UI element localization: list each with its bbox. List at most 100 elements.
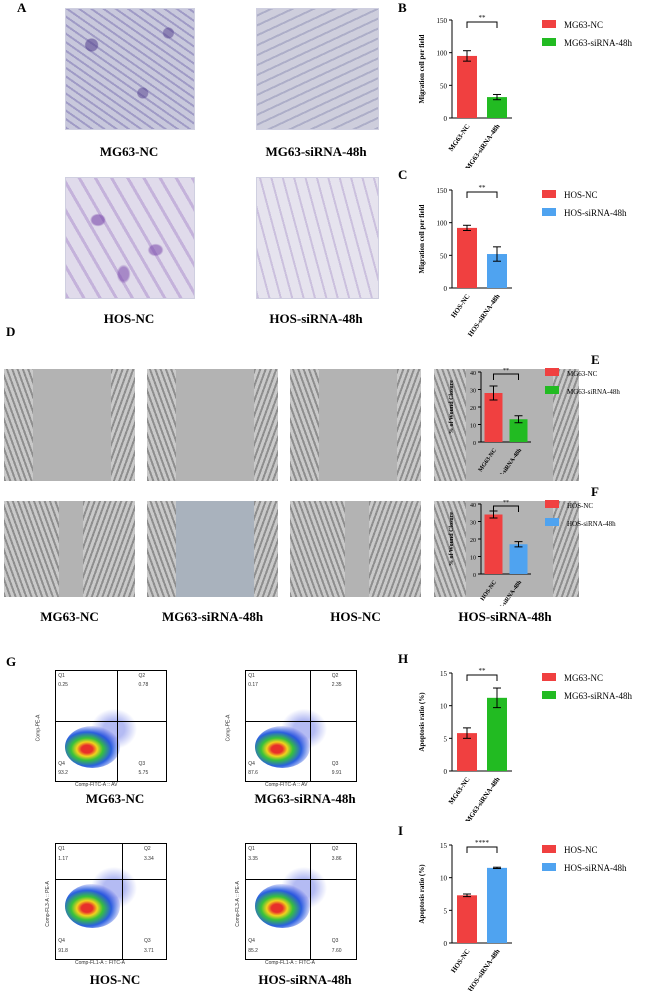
legend-swatch	[542, 673, 556, 681]
legend-label: MG63-siRNA-48h	[567, 388, 620, 396]
micrograph-mg63-nc	[65, 8, 195, 130]
flow-quadrant-v3: 5.75	[138, 770, 149, 776]
label-d-mg63-sirna: MG63-siRNA-48h	[161, 609, 264, 624]
y-tick-label: 100	[437, 220, 448, 228]
wound-image-hos-sirna-0h	[434, 369, 579, 481]
significance-label: **	[479, 667, 487, 675]
bar-HOS-siRNA-48h	[487, 867, 507, 943]
panel-letter-g: G	[6, 654, 17, 669]
legend-swatch	[545, 368, 559, 376]
significance-bracket	[466, 674, 498, 681]
bar-MG63-siRNA-48h	[487, 97, 507, 118]
panel-letter-d: D	[6, 324, 16, 339]
flow-quadrant-q4: Q4	[248, 761, 255, 768]
flow-quadrant-v3: 3.71	[144, 947, 154, 954]
wound-image-hos-sirna-24h	[434, 501, 579, 597]
y-tick-label: 150	[437, 17, 448, 25]
panel-letter-h: H	[398, 651, 409, 666]
flow-y-axis-label: Comp-PE-A	[225, 714, 232, 742]
significance-bracket	[493, 373, 519, 380]
y-axis-label: Migration cell per field	[418, 204, 426, 273]
legend-swatch	[545, 386, 559, 394]
bar-MG63-siRNA-48h	[487, 697, 507, 771]
category-label: MG63-NC	[447, 776, 472, 806]
flow-quadrant-q2: Q2	[138, 673, 146, 680]
y-axis-label: % of Wound Closure	[449, 380, 455, 434]
flow-quadrant-v1: 0.25	[58, 682, 68, 688]
legend-label: HOS-siRNA-48h	[564, 208, 627, 218]
y-tick-label: 10	[470, 424, 476, 430]
y-tick-label: 10	[440, 875, 448, 883]
micrograph-mg63-sirna	[256, 8, 379, 130]
y-tick-label: 0	[473, 573, 476, 579]
flow-quadrant-v4: 91.8	[58, 947, 68, 954]
legend-label: MG63-siRNA-48h	[564, 38, 633, 48]
wound-image-mg63-nc-0h	[4, 369, 135, 481]
flow-quadrant-v2: 0.78	[138, 682, 149, 688]
flow-quadrant-q4: Q4	[58, 938, 65, 945]
micrograph-hos-sirna	[256, 177, 379, 299]
flow-quadrant-q3: Q3	[331, 938, 339, 945]
category-label: MG63-NC	[447, 123, 472, 153]
flow-quadrant-q4: Q4	[248, 938, 255, 945]
flow-y-axis-label: Comp-FL3-A :: PE-A	[234, 880, 241, 927]
panel-letter-i: I	[398, 823, 404, 838]
y-tick-label: 5	[444, 735, 448, 743]
legend-swatch	[542, 38, 556, 46]
y-tick-label: 150	[437, 187, 448, 195]
y-tick-label: 20	[470, 538, 476, 544]
legend-label: MG63-NC	[564, 20, 603, 30]
legend-swatch	[545, 518, 559, 526]
flow-quadrant-q3: Q3	[331, 761, 339, 768]
label-g-hos-nc: HOS-NC	[89, 972, 141, 987]
wound-image-mg63-sirna-24h	[147, 501, 278, 597]
legend-label: HOS-siRNA-48h	[567, 520, 616, 528]
bar-MG63-siRNA-48h	[509, 419, 528, 442]
legend-swatch	[542, 190, 556, 198]
flow-quadrant-v1: 0.17	[248, 682, 258, 688]
wound-image-hos-nc-0h	[290, 369, 421, 481]
significance-label: **	[479, 184, 487, 192]
label-a-hos-sirna: HOS-siRNA-48h	[269, 311, 363, 326]
bar-MG63-NC	[457, 55, 477, 118]
significance-bracket	[466, 191, 498, 198]
flow-quadrant-v2: 3.34	[144, 855, 154, 862]
y-tick-label: 40	[470, 371, 476, 377]
significance-label: **	[503, 368, 509, 374]
label-a-mg63-sirna: MG63-siRNA-48h	[265, 144, 367, 159]
category-label: HOS-siRNA-48h	[466, 292, 501, 338]
flow-quadrant-q2: Q2	[331, 846, 339, 853]
y-tick-label: 10	[440, 703, 448, 711]
flow-quadrant-v1: 3.35	[248, 855, 258, 862]
flow-quadrant-q1: Q1	[58, 846, 65, 853]
y-tick-label: 30	[470, 389, 476, 395]
bar-HOS-NC	[457, 227, 477, 288]
category-label: HOS-NC	[480, 580, 498, 603]
flow-quadrant-q2: Q2	[331, 673, 339, 680]
micrograph-hos-nc	[65, 177, 195, 299]
legend-label: HOS-NC	[564, 845, 598, 855]
category-label: HOS-NC	[449, 948, 471, 975]
wound-image-mg63-sirna-0h	[147, 369, 278, 481]
chart-f-wound-hos: 0 10 20 30 40 % of Wound Closure HOS-NC HOS-siR…	[449, 500, 616, 606]
y-tick-label: 0	[444, 940, 448, 948]
significance-bracket	[466, 846, 498, 853]
bar-HOS-NC	[484, 514, 503, 574]
flow-quadrant-v4: 87.6	[248, 770, 258, 776]
y-tick-label: 15	[440, 670, 448, 678]
panel-letter-c: C	[398, 167, 408, 182]
y-tick-label: 0	[444, 285, 448, 293]
flow-quadrant-q1: Q1	[58, 673, 65, 680]
chart-b-migration-mg63: 0 50 100 150 Migration cell per field MG63-NC…	[418, 14, 633, 168]
y-tick-label: 40	[470, 503, 476, 509]
flow-plot-3: Q1 1.17 Q2 3.34 Q3 3.71 Q4 91.8	[55, 843, 167, 960]
bar-MG63-NC	[484, 393, 503, 442]
flow-quadrant-v4: 93.2	[58, 770, 68, 776]
chart-h-apoptosis-mg63: 0 5 10 15 Apoptosis ratio (%) MG63-NC MG63-siR…	[418, 667, 633, 821]
label-g-mg63-sirna: MG63-siRNA-48h	[254, 791, 356, 806]
y-tick-label: 20	[470, 406, 476, 412]
legend-swatch	[545, 500, 559, 508]
bar-HOS-siRNA-48h	[509, 544, 528, 574]
flow-plot-2: Q1 0.17 Q2 2.35 Q3 9.91 Q4 87.6	[245, 670, 357, 782]
